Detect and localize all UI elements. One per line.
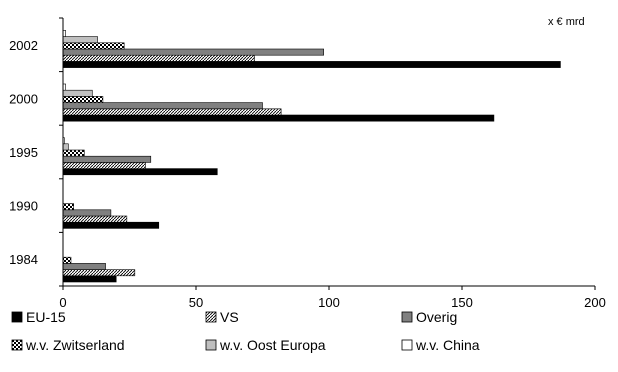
legend-label: w.v. Zwitserland (25, 337, 125, 353)
legend-swatch (401, 311, 413, 323)
bar-2000-w-v-oost-europa (62, 89, 93, 97)
x-tick-label: 50 (189, 295, 203, 310)
plot-area: 2002 2000 1995 1990 1984 0 50 100 150 200 (9, 17, 606, 310)
bar-1990-w-v-zwitserland (62, 203, 74, 211)
bar-2000-overig (62, 102, 263, 110)
y-tick-label: 1984 (9, 252, 38, 267)
legend: EU-15 VS Overig w.v. Zwitserland w.v. Oost E… (11, 309, 480, 353)
bar-2000-vs (62, 108, 282, 116)
y-tick-label: 1995 (9, 145, 38, 160)
bar-2000-eu-15 (62, 114, 495, 122)
bar-1990-vs (62, 215, 128, 223)
bar-2002-eu-15 (62, 61, 561, 68)
bar-1995-eu-15 (62, 168, 218, 176)
bar-1995-w-v-zwitserland (62, 149, 85, 157)
unit-label: x € mrd (548, 16, 585, 28)
bar-2002-w-v-zwitserland (62, 42, 125, 50)
bar-2002-w-v-oost-europa (62, 36, 98, 44)
bar-2002-overig (62, 48, 324, 56)
bar-1990-overig (62, 209, 112, 217)
legend-label: EU-15 (26, 309, 66, 325)
x-tick-label: 200 (584, 295, 606, 310)
legend-label: Overig (416, 309, 457, 325)
legend-label: VS (220, 309, 239, 325)
y-tick-label: 1990 (9, 199, 38, 214)
y-tick-label: 2002 (9, 38, 38, 53)
bar-1984-w-v-zwitserland (62, 256, 72, 264)
x-tick-label: 150 (451, 295, 473, 310)
bar-1990-eu-15 (62, 221, 160, 229)
legend-swatch (11, 311, 23, 323)
bar-1995-w-v-oost-europa (62, 143, 69, 151)
bar-2002-vs (62, 54, 255, 62)
legend-swatch (401, 339, 413, 351)
x-tick-label: 0 (59, 295, 66, 310)
bar-1984-overig (62, 263, 106, 270)
bar-2000-w-v-zwitserland (62, 96, 104, 103)
legend-label: w.v. China (415, 337, 480, 353)
bar-1984-eu-15 (62, 275, 117, 283)
bar-1995-vs (62, 162, 146, 169)
bar-1984-vs (62, 269, 136, 277)
legend-swatch (205, 339, 217, 351)
legend-swatch (205, 311, 217, 323)
legend-label: w.v. Oost Europa (219, 337, 326, 353)
x-tick-label: 100 (318, 295, 340, 310)
legend-swatch (11, 339, 23, 351)
y-tick-label: 2000 (9, 91, 38, 106)
bar-1995-overig (62, 155, 152, 163)
